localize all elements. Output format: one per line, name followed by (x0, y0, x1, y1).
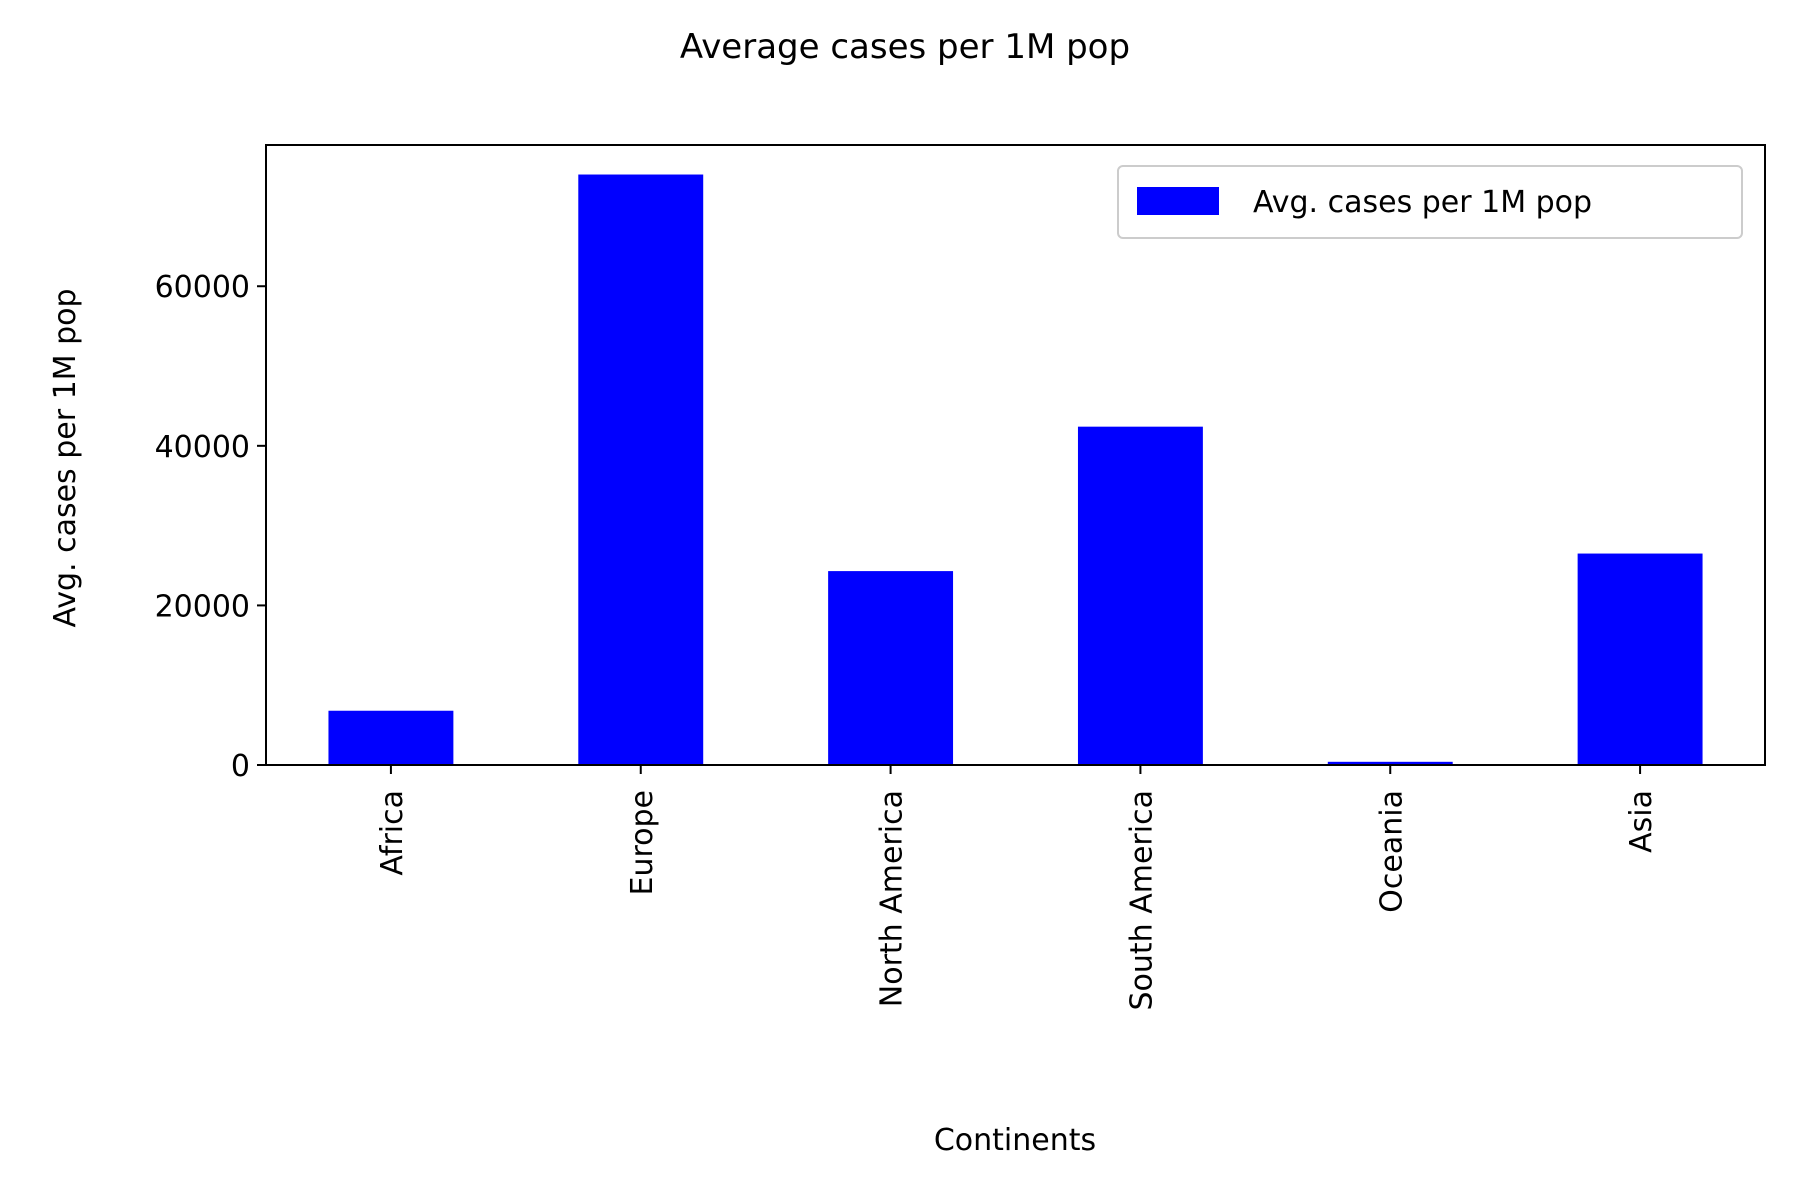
plot-frame (265, 144, 1766, 766)
bars-layer (328, 174, 1703, 765)
bar-oceania (1327, 761, 1453, 765)
x-tick-label: North America (875, 790, 910, 1007)
legend: Avg. cases per 1M pop (1117, 165, 1743, 239)
y-tick-label: 0 (231, 749, 250, 784)
x-axis-label: Continents (934, 1123, 1096, 1158)
bar-africa (328, 710, 454, 765)
y-tick-label: 60000 (155, 270, 250, 305)
chart-title: Average cases per 1M pop (680, 27, 1130, 67)
bar-asia (1577, 553, 1703, 765)
x-tick-label: Asia (1624, 790, 1659, 853)
x-axis: Africa Europe North America South America Oc… (375, 765, 1659, 1010)
legend-swatch (1137, 187, 1219, 215)
y-axis-label: Avg. cases per 1M pop (48, 288, 83, 627)
plot-background (266, 145, 1765, 765)
plot-area (266, 145, 1765, 765)
y-tick-label: 20000 (155, 589, 250, 624)
y-axis: 0 20000 40000 60000 (155, 270, 266, 784)
x-tick-label: Africa (375, 790, 410, 876)
bar-europe (578, 174, 704, 765)
x-tick-label: South America (1124, 790, 1159, 1010)
legend-label: Avg. cases per 1M pop (1253, 185, 1592, 220)
x-tick-label: Oceania (1374, 790, 1409, 913)
bar-north-america (828, 571, 954, 765)
y-tick-label: 40000 (155, 430, 250, 465)
bar-south-america (1077, 426, 1203, 765)
x-tick-label: Europe (625, 790, 660, 896)
legend-frame (1117, 165, 1743, 239)
